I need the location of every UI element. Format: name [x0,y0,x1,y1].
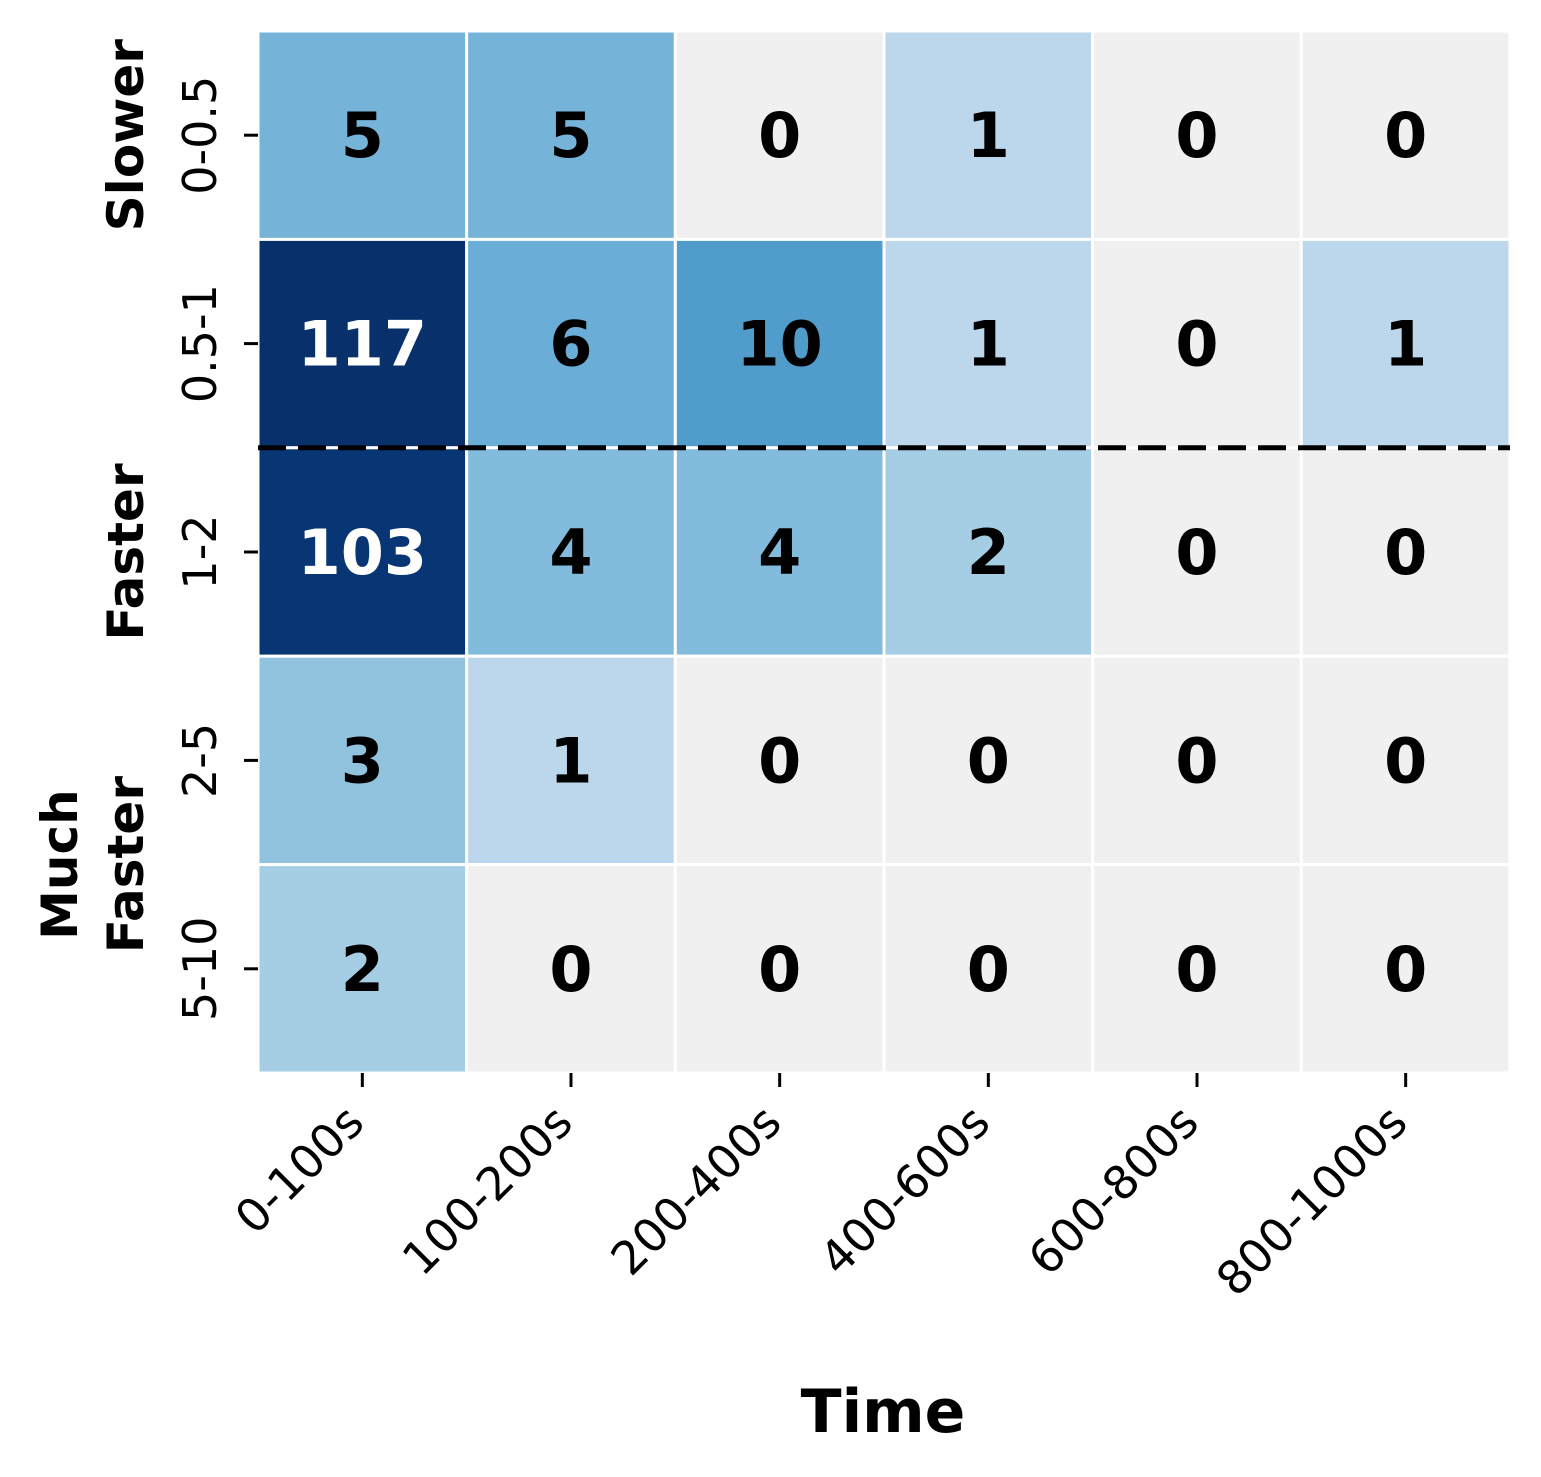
x-axis: 0-100s 100-200s 200-400s 400-600s 600-800s80… [224,1073,1417,1306]
cell-value-label: 0 [967,724,1010,797]
heatmap-cell [1091,446,1303,658]
cell-value-label: 1 [1384,308,1427,381]
cell-value-label: 0 [758,933,801,1006]
cell-value-label: 0 [758,724,801,797]
x-tick-label: 400-600s [809,1095,1000,1286]
cell-value-label: 2 [967,516,1010,589]
cell-value-label: 1 [967,308,1010,381]
cell-value-label: 0 [1175,308,1218,381]
heatmap-cell [882,446,1095,658]
heatmap-cell [1299,237,1512,450]
cell-value-label: 0 [758,99,801,172]
heatmap-cell [1299,29,1512,241]
heatmap-cell [465,654,677,867]
heatmap-cell [256,863,469,1075]
cell-value-label: 5 [549,99,592,172]
cell-value-label: 2 [341,933,384,1006]
cell-value-label: 0 [1175,933,1218,1006]
cell-value-label: 0 [1384,99,1427,172]
heatmap-cell [882,654,1095,867]
cell-value-label: 5 [341,99,384,172]
y-tick-label: 1-2 [173,514,227,589]
cell-value-label: 103 [298,516,427,589]
cell-value-label: 4 [758,516,801,589]
x-tick-label: 100-200s [392,1095,583,1286]
cell-value-label: 0 [1384,724,1427,797]
heatmap-cell [673,29,886,241]
x-axis-title: Time [801,1377,966,1447]
row-group-label: Slower [97,39,155,232]
heatmap-cell [1091,863,1303,1075]
cell-value-label: 0 [1384,516,1427,589]
y-tick-label: 0.5-1 [173,284,227,403]
heatmap-cell [465,446,677,658]
heatmap-cell [1299,446,1512,658]
heatmap-cell [673,654,886,867]
cell-value-label: 3 [341,724,384,797]
cell-value-label: 1 [967,99,1010,172]
heatmap-cell [1299,863,1512,1075]
row-group-label: Much [31,789,89,940]
cell-value-label: 0 [1175,516,1218,589]
heatmap-cell [256,29,469,241]
cell-value-label: 10 [737,308,823,381]
cell-value-label: 4 [549,516,592,589]
y-tick-label: 2-5 [173,723,227,798]
heatmap-cell [882,237,1095,450]
y-tick-label: 5-10 [173,917,227,1021]
cell-value-label: 117 [298,308,427,381]
y-axis: 0-0.5 0.5-1 1-2 2-5 5-10 [173,76,258,1021]
cell-value-label: 0 [1384,933,1427,1006]
heatmap-cell [1299,654,1512,867]
heatmap-cell [1091,654,1303,867]
heatmap-cell [465,29,677,241]
heatmap-cell [673,863,886,1075]
x-tick-label: 0-100s [224,1095,374,1245]
x-tick-label: 200-400s [600,1095,791,1286]
heatmap-cell [256,654,469,867]
heatmap-cell [465,237,677,450]
row-group-label: Faster [97,776,155,954]
row-group-label: Faster [97,463,155,641]
cell-value-label: 0 [1175,99,1218,172]
cell-value-label: 6 [549,308,592,381]
x-tick-label: 600-800s [1018,1095,1209,1286]
heatmap-cell [882,863,1095,1075]
cell-value-label: 1 [549,724,592,797]
x-tick-label: 800-1000s [1206,1095,1418,1307]
y-tick-label: 0-0.5 [173,76,227,195]
cell-value-label: 0 [1175,724,1218,797]
cell-value-label: 0 [967,933,1010,1006]
heatmap-cell [882,29,1095,241]
cell-value-label: 0 [549,933,592,1006]
